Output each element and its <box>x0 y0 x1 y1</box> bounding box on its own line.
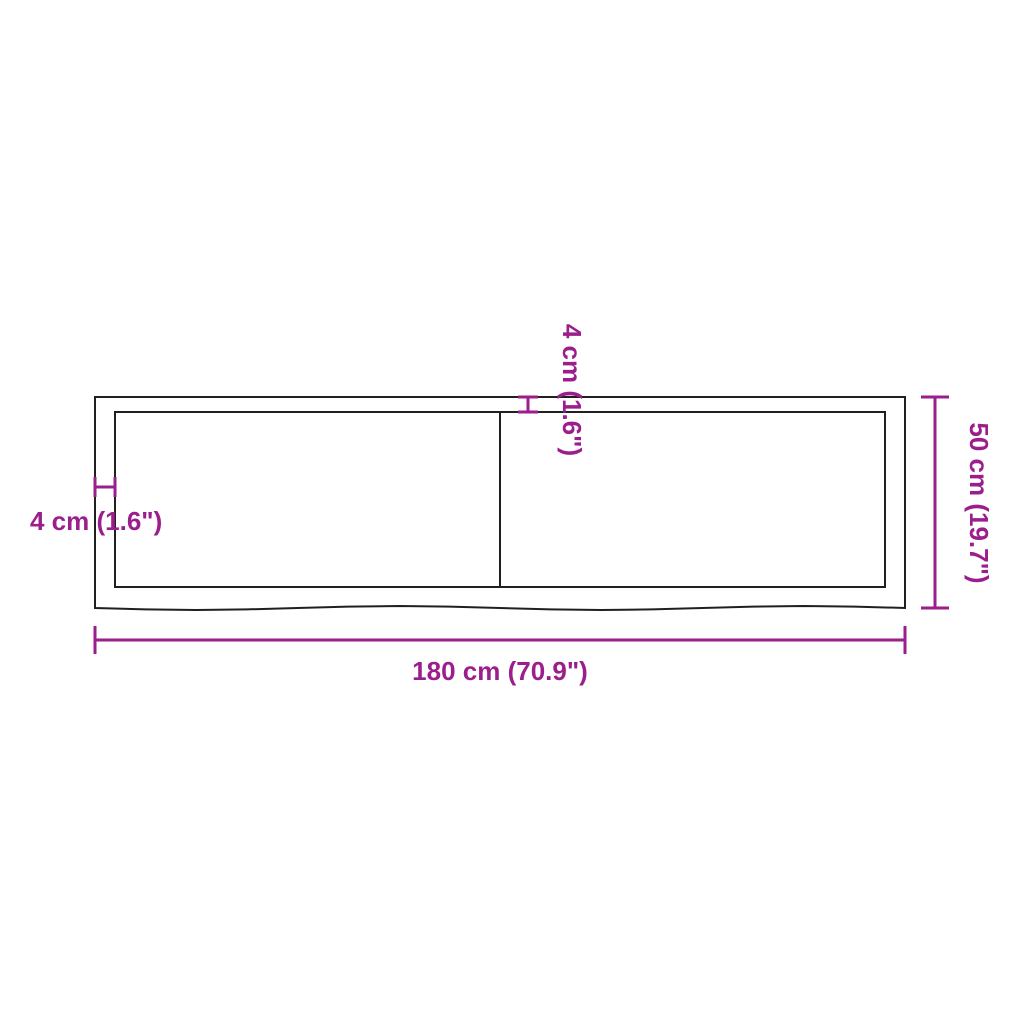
dimension-frame-left-label: 4 cm (1.6") <box>30 506 162 536</box>
dimension-height: 50 cm (19.7") <box>921 397 994 608</box>
dimension-frame-top-label: 4 cm (1.6") <box>557 324 587 456</box>
dimension-height-label: 50 cm (19.7") <box>964 422 994 583</box>
dimension-frame-left: 4 cm (1.6") <box>30 477 162 536</box>
dimension-frame-top: 4 cm (1.6") <box>518 324 587 456</box>
dimension-width-label: 180 cm (70.9") <box>412 656 588 686</box>
dimension-width: 180 cm (70.9") <box>95 626 905 686</box>
